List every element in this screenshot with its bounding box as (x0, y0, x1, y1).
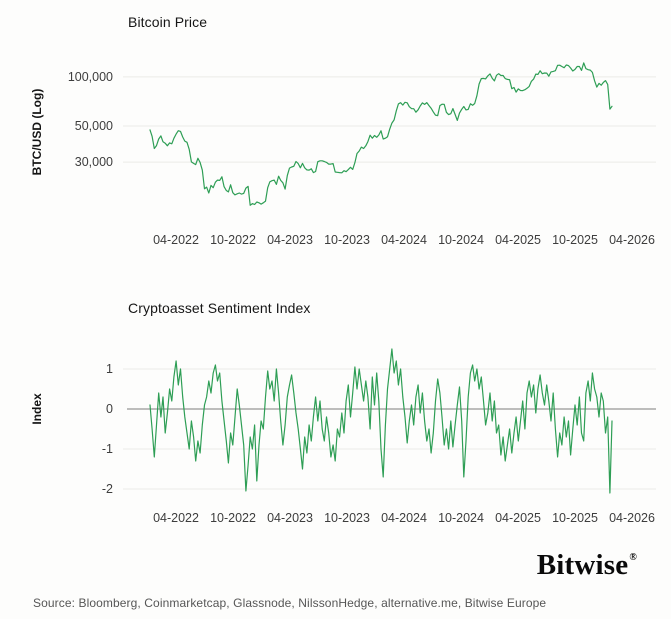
y-tick-label: -2 (101, 482, 113, 496)
x-tick-label: 10-2025 (552, 233, 598, 247)
bitcoin-price-x-axis: 04-2022 10-2022 04-2023 10-2023 04-2024 10-20… (0, 232, 671, 248)
sentiment-index-chart (123, 348, 656, 494)
x-tick-label: 10-2022 (210, 233, 256, 247)
bitcoin-price-chart (123, 62, 656, 206)
y-tick-label: 50,000 (74, 119, 113, 133)
registered-trademark-icon: ® (629, 552, 637, 563)
sentiment-line (149, 348, 613, 494)
x-tick-label: 10-2023 (324, 511, 370, 525)
y-tick-label: 100,000 (67, 69, 113, 84)
x-tick-label: 10-2025 (552, 511, 598, 525)
x-tick-label: 04-2025 (495, 511, 541, 525)
btc-price-line (149, 62, 613, 206)
bitwise-logo-text: Bitwise (536, 549, 629, 581)
sentiment-index-title: Cryptoasset Sentiment Index (128, 300, 311, 316)
bitwise-logo: Bitwise® (537, 549, 637, 582)
x-tick-label: 10-2024 (438, 511, 484, 525)
x-tick-label: 04-2026 (609, 233, 655, 247)
bitcoin-price-title: Bitcoin Price (128, 14, 208, 30)
x-tick-label: 10-2024 (438, 233, 484, 247)
x-tick-label: 10-2022 (210, 511, 256, 525)
y-tick-label: 30,000 (74, 155, 113, 170)
x-tick-label: 04-2024 (381, 233, 427, 247)
x-tick-label: 04-2022 (153, 233, 199, 247)
source-text: Source: Bloomberg, Coinmarketcap, Glassn… (33, 596, 547, 610)
sentiment-x-axis: 04-2022 10-2022 04-2023 10-2023 04-2024 10-20… (0, 510, 671, 526)
x-tick-label: 04-2025 (495, 233, 541, 247)
y-tick-label: -1 (101, 442, 113, 456)
y-tick-label: 0 (106, 402, 113, 416)
x-tick-label: 04-2026 (609, 511, 655, 525)
y-tick-label: 1 (106, 362, 113, 376)
x-tick-label: 04-2022 (153, 511, 199, 525)
x-tick-label: 04-2024 (381, 511, 427, 525)
x-tick-label: 04-2023 (267, 511, 313, 525)
x-tick-label: 10-2023 (324, 233, 370, 247)
x-tick-label: 04-2023 (267, 233, 313, 247)
